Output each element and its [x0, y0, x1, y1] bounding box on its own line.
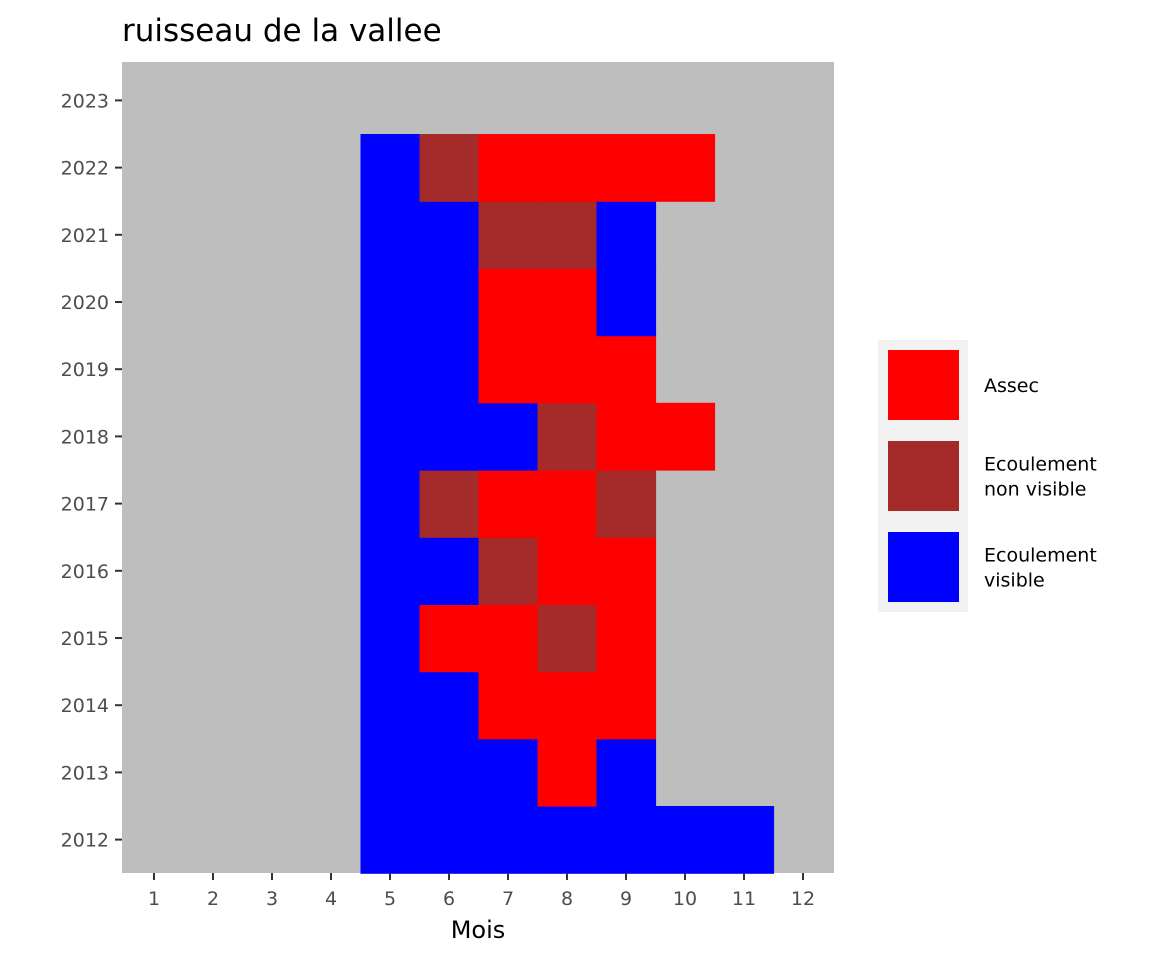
heatmap-cell [360, 335, 421, 404]
y-tick-label: 2012 [61, 830, 109, 852]
legend-key [888, 350, 959, 420]
heatmap-cell [360, 470, 421, 538]
legend-label: Ecoulement non visible [984, 454, 1097, 501]
y-tick-label: 2015 [61, 628, 109, 650]
heatmap-cell [360, 402, 421, 471]
x-tick-label: 5 [384, 888, 396, 910]
x-tick-label: 3 [266, 888, 278, 910]
y-tick-label: 2020 [61, 292, 109, 314]
heatmap-cell [419, 604, 480, 673]
y-tick-label: 2013 [61, 762, 109, 784]
heatmap-cell [419, 537, 480, 605]
heatmap-cell [419, 806, 480, 874]
heatmap-cell [419, 268, 480, 337]
y-tick-label: 2019 [61, 359, 109, 381]
heatmap-cell [478, 604, 539, 673]
x-tick-label: 4 [325, 888, 337, 910]
heatmap-cell [596, 268, 657, 337]
heatmap-cell [360, 604, 421, 673]
x-tick-label: 6 [443, 888, 455, 910]
heatmap-cell [655, 402, 716, 471]
heatmap-cell [478, 134, 539, 202]
heatmap-cell [655, 806, 716, 874]
x-tick-label: 8 [561, 888, 573, 910]
heatmap-cell [596, 537, 657, 605]
heatmap-cell [537, 806, 598, 874]
heatmap-cell [419, 470, 480, 538]
legend-key [888, 532, 959, 602]
heatmap-cell [478, 470, 539, 538]
legend: Assec Ecoulement non visible Ecoulement visi… [878, 340, 1097, 612]
x-tick-label: 1 [148, 888, 160, 910]
legend-key [888, 441, 959, 511]
x-axis-title: Mois [451, 916, 506, 944]
heatmap-cell [419, 335, 480, 404]
heatmap-cell [596, 604, 657, 673]
heatmap-cell [537, 671, 598, 740]
x-tick-label: 11 [732, 888, 756, 910]
x-tick-label: 9 [620, 888, 632, 910]
heatmap-cell [419, 738, 480, 807]
y-tick-label: 2021 [61, 225, 109, 247]
heatmap-cell [596, 335, 657, 404]
y-tick-label: 2014 [61, 695, 109, 717]
heatmap-cell [596, 671, 657, 740]
legend-label: Assec [984, 375, 1039, 397]
y-tick-label: 2018 [61, 426, 109, 448]
heatmap-cell [596, 134, 657, 202]
y-tick-label: 2016 [61, 561, 109, 583]
heatmap-cell [478, 201, 539, 269]
heatmap-cell [360, 268, 421, 337]
heatmap-cell [360, 806, 421, 874]
x-tick-label: 2 [207, 888, 219, 910]
x-tick-label: 12 [791, 888, 815, 910]
heatmap-cell [419, 402, 480, 471]
legend-label: Ecoulement visible [984, 545, 1097, 592]
y-tick-label: 2023 [61, 90, 109, 112]
heatmap-cell [596, 738, 657, 807]
heatmap-cell [419, 201, 480, 269]
heatmap-cells [360, 134, 775, 874]
heatmap-cell [478, 738, 539, 807]
heatmap-cell [537, 604, 598, 673]
heatmap-cell [596, 402, 657, 471]
heatmap-cell [596, 806, 657, 874]
y-tick-label: 2017 [61, 494, 109, 516]
heatmap-cell [537, 268, 598, 337]
x-tick-label: 10 [673, 888, 697, 910]
heatmap-cell [360, 671, 421, 740]
x-axis: 1 2 3 4 5 6 7 8 9 10 11 12 [148, 873, 815, 910]
heatmap-cell [478, 335, 539, 404]
heatmap-cell [714, 806, 775, 874]
heatmap-cell [478, 268, 539, 337]
chart-title: ruisseau de la vallee [122, 13, 442, 49]
y-tick-label: 2022 [61, 158, 109, 180]
heatmap-cell [478, 402, 539, 471]
heatmap-cell [360, 134, 421, 202]
y-axis: 2012 2013 2014 2015 2016 2017 2018 2019 2020 2021… [61, 90, 122, 852]
heatmap-cell [360, 537, 421, 605]
heatmap-cell [419, 671, 480, 740]
heatmap-cell [478, 671, 539, 740]
heatmap-cell [537, 201, 598, 269]
heatmap-cell [360, 201, 421, 269]
heatmap-cell [360, 738, 421, 807]
heatmap-cell [655, 134, 716, 202]
heatmap-cell [537, 134, 598, 202]
heatmap-cell [596, 201, 657, 269]
heatmap-cell [478, 537, 539, 605]
heatmap-cell [419, 134, 480, 202]
heatmap-cell [537, 402, 598, 471]
heatmap-cell [478, 806, 539, 874]
heatmap-cell [537, 738, 598, 807]
heatmap-cell [537, 335, 598, 404]
heatmap-cell [537, 537, 598, 605]
x-tick-label: 7 [502, 888, 514, 910]
heatmap-cell [537, 470, 598, 538]
heatmap-cell [596, 470, 657, 538]
